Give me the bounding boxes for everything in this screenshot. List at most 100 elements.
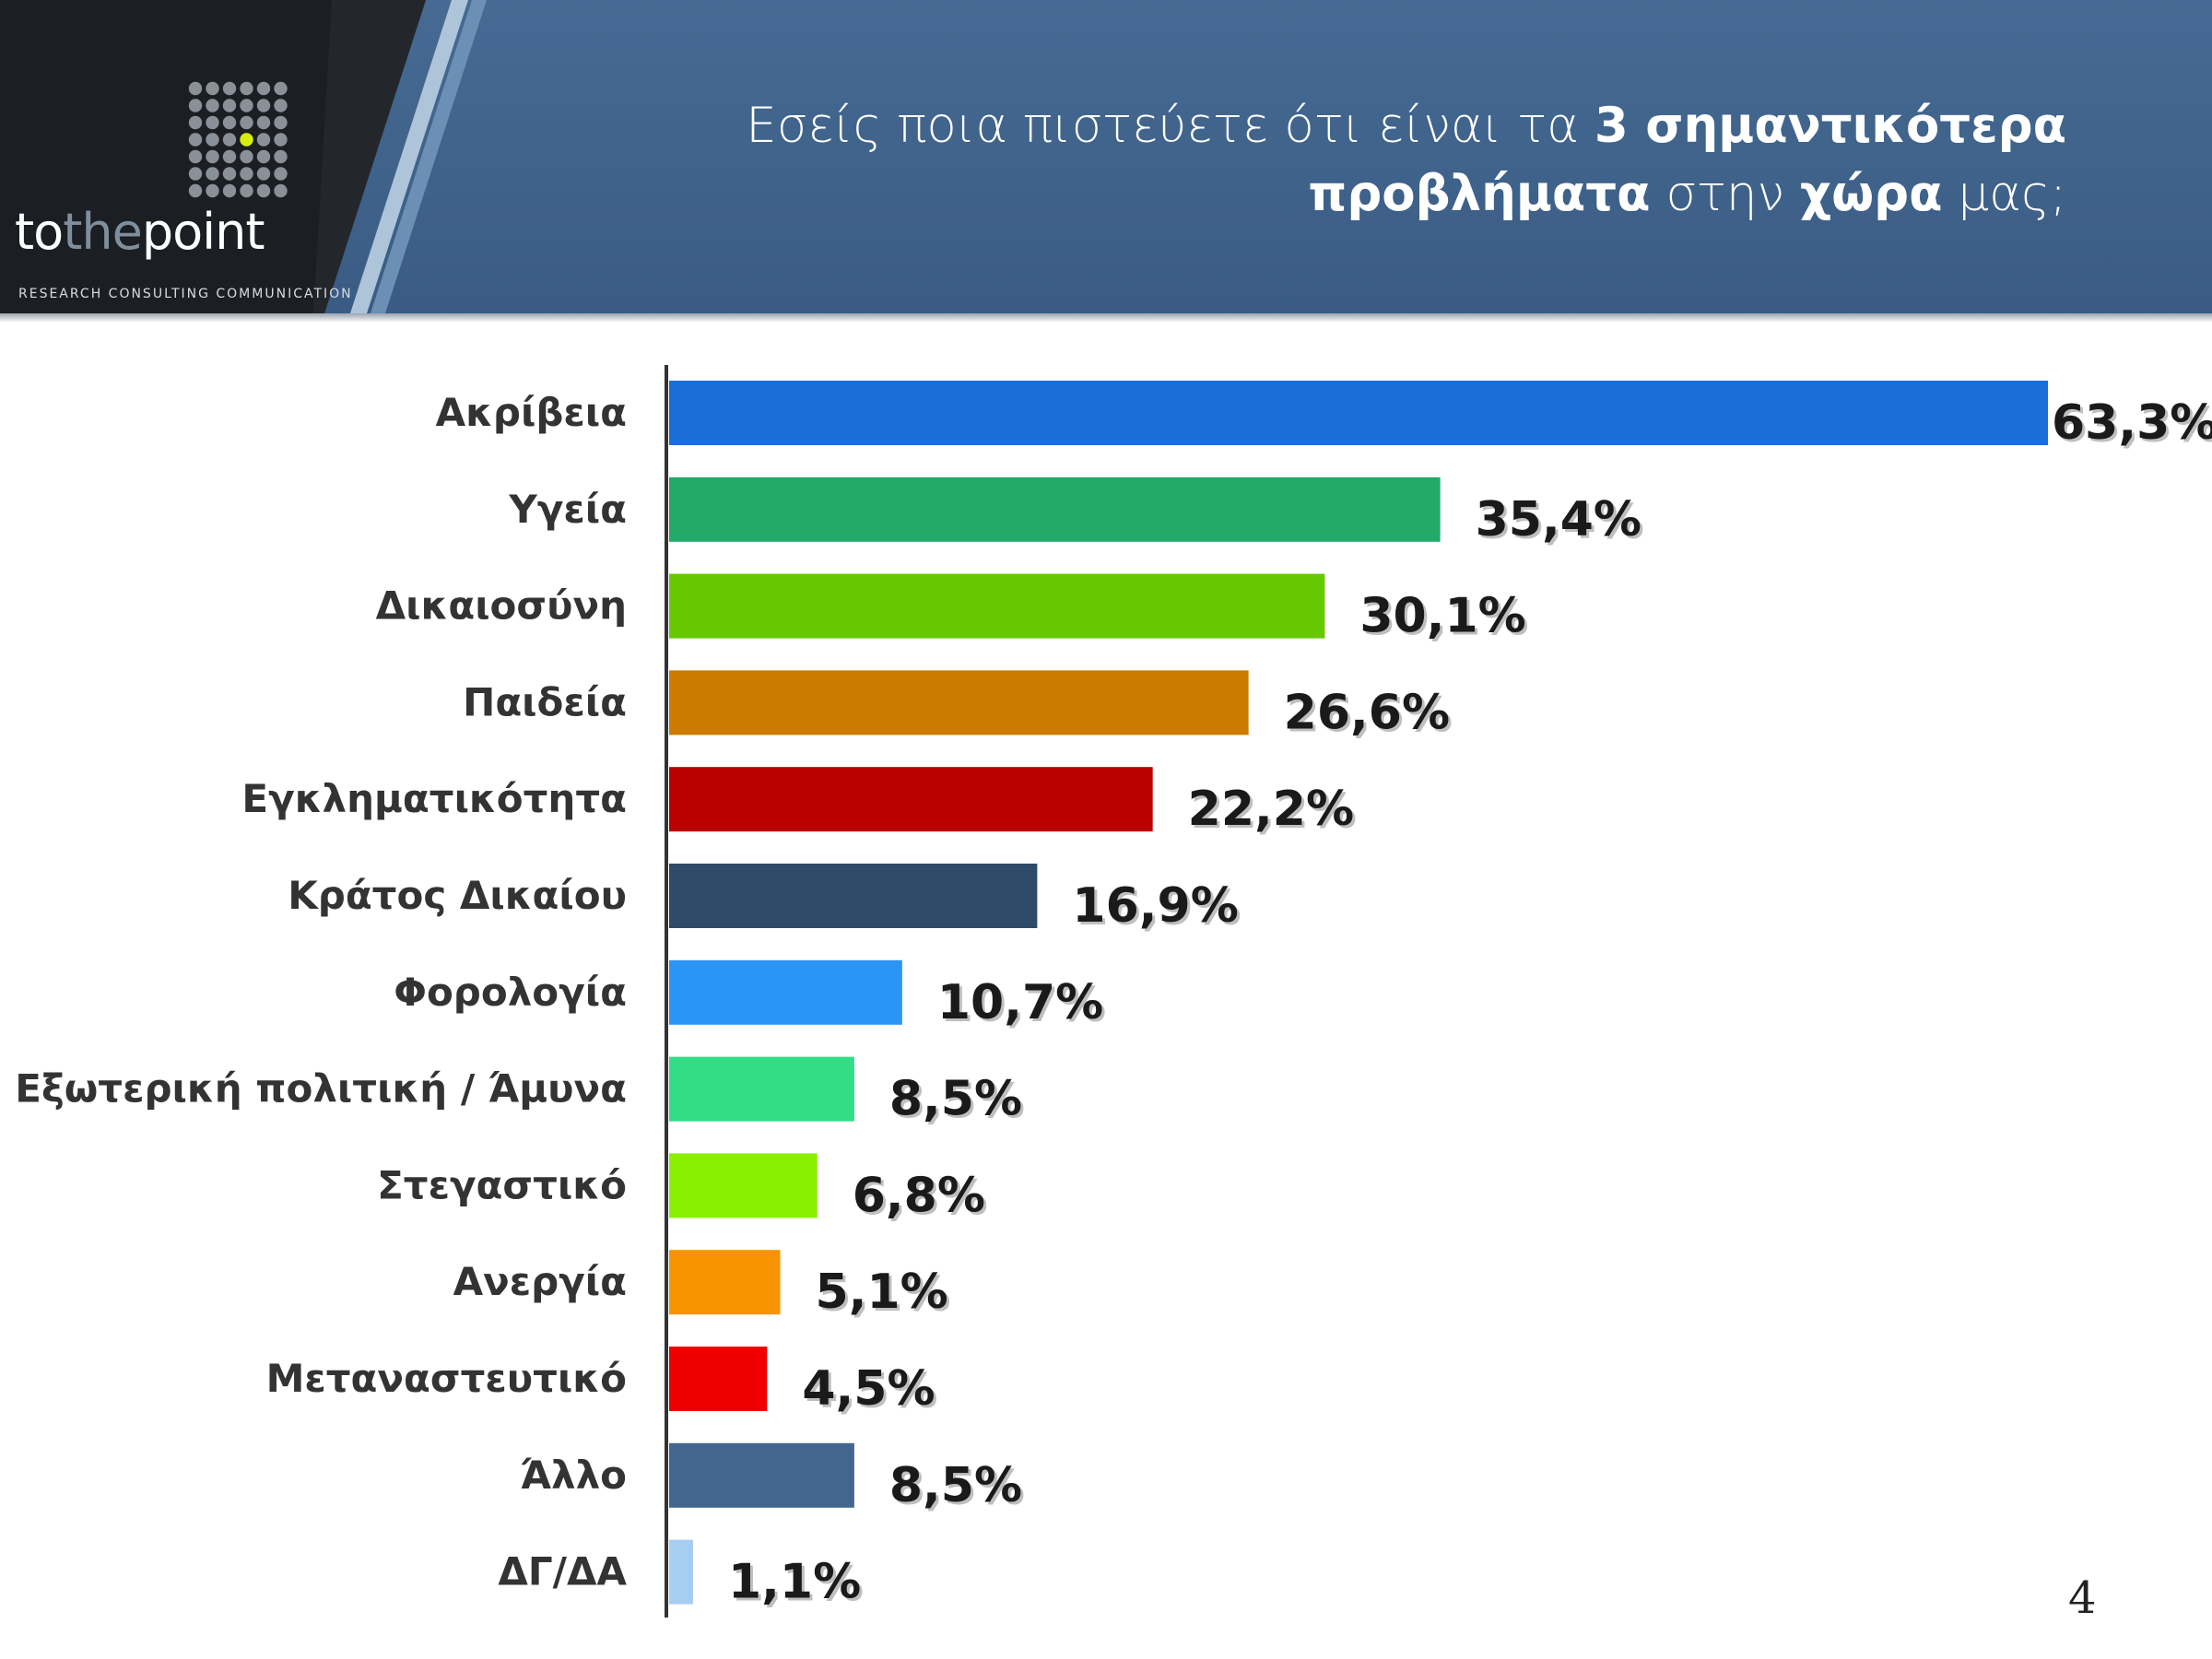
data-label-shadow: 26,6% [1287, 688, 1453, 743]
logo-dot [206, 149, 219, 164]
data-label-shadow: 6,8% [855, 1171, 988, 1226]
bar [669, 477, 1441, 542]
logo-dot [240, 115, 253, 130]
category-label: Υγεία [508, 487, 627, 532]
logo-dot [222, 81, 237, 96]
data-label: 10,7% [937, 975, 1103, 1030]
data-label-shadow: 16,9% [1075, 881, 1241, 936]
logo-dot [188, 81, 203, 96]
logo-dot [274, 81, 288, 96]
logo-dot [256, 99, 271, 112]
logo-dot [222, 149, 237, 164]
data-label: 63,3% [2052, 395, 2212, 451]
logo-dot [256, 183, 271, 198]
diagonal-stripe [350, 0, 468, 313]
data-label-shadow: 35,4% [1478, 495, 1644, 550]
category-label: Στεγαστικό [377, 1162, 627, 1207]
logo-tagline: RESEARCH CONSULTING COMMUNICATION [18, 287, 353, 301]
logo-accent-dot [240, 133, 253, 147]
logo-dot [256, 133, 271, 147]
data-label: 6,8% [853, 1168, 985, 1223]
logo-dot [188, 133, 203, 147]
logo-dot [206, 183, 219, 198]
page-title: Εσείς ποια πιστεύετε ότι είναι τα 3 σημα… [746, 98, 2066, 222]
bar [669, 381, 2048, 445]
category-label: Εξωτερική πολιτική / Άμυνα [15, 1066, 627, 1112]
data-label: 4,5% [802, 1361, 935, 1417]
logo-dot [240, 99, 253, 112]
data-label: 26,6% [1284, 685, 1450, 740]
page-number: 4 [2068, 1572, 2097, 1624]
logo-dot [206, 167, 219, 181]
category-label: Άλλο [521, 1453, 628, 1498]
header-banner: tothepoint RESEARCH CONSULTING COMMUNICA… [0, 0, 2212, 323]
category-label: Ανεργία [453, 1259, 627, 1304]
data-label: 5,1% [816, 1265, 948, 1320]
logo-dot [206, 115, 219, 130]
data-label: 35,4% [1476, 492, 1641, 547]
data-label-shadow: 5,1% [818, 1267, 951, 1323]
data-label: 8,5% [889, 1072, 1022, 1127]
data-label-shadow: 63,3% [2054, 398, 2212, 453]
band-shadow [0, 313, 2212, 323]
logo-dot [256, 167, 271, 181]
bar [669, 1056, 854, 1122]
logo-dot [240, 81, 253, 96]
category-label: Εγκληματικότητα [241, 776, 627, 821]
logo-dot [240, 167, 253, 181]
data-label-shadow: 30,1% [1362, 592, 1528, 647]
data-label: 30,1% [1359, 589, 1525, 644]
category-label: Ακρίβεια [436, 390, 627, 435]
logo-dot [222, 183, 237, 198]
category-label: Κράτος Δικαίου [288, 873, 627, 918]
logo-dot [256, 81, 271, 96]
data-label-shadow: 4,5% [805, 1364, 937, 1419]
data-label-shadow: 8,5% [892, 1461, 1025, 1516]
bar [669, 959, 902, 1025]
logo-dot [188, 167, 203, 181]
bar [669, 864, 1038, 928]
diagonal-stripe-2 [371, 0, 487, 313]
logo-dot [206, 133, 219, 147]
category-label: Φορολογία [394, 970, 627, 1015]
category-label: Παιδεία [463, 679, 627, 724]
bar [669, 573, 1325, 639]
logo-wordmark: tothepoint [15, 203, 265, 261]
logo-dot [188, 99, 203, 112]
logo-dot [256, 149, 271, 164]
logo-dot [274, 149, 288, 164]
logo-dot-grid [188, 81, 288, 198]
logo-dot [274, 115, 288, 130]
logo-dot [256, 115, 271, 130]
logo-dot [222, 99, 237, 112]
logo-dot [188, 115, 203, 130]
logo-dot [274, 133, 288, 147]
logo-dot [222, 167, 237, 181]
logo-dot [222, 115, 237, 130]
logo-dot [240, 149, 253, 164]
bar [669, 1153, 818, 1218]
data-label-shadow: 22,2% [1191, 784, 1357, 840]
bar [669, 670, 1249, 735]
logo-panel-edge [313, 0, 426, 313]
category-label: ΔΓ/ΔΑ [498, 1549, 627, 1594]
logo-dot [222, 133, 237, 147]
logo-dot [188, 149, 203, 164]
logo-dot [240, 183, 253, 198]
logo-dot [206, 99, 219, 112]
category-label: Μεταναστευτικό [266, 1356, 627, 1401]
logo-dot [274, 183, 288, 198]
bar [669, 1442, 854, 1508]
data-label-shadow: 8,5% [892, 1075, 1025, 1130]
logo-dot [206, 81, 219, 96]
bar [669, 767, 1153, 832]
logo-dot [274, 167, 288, 181]
data-label: 22,2% [1188, 782, 1354, 837]
logo-dot [274, 99, 288, 112]
bar [669, 1539, 693, 1605]
logo-dot [188, 183, 203, 198]
data-label-shadow: 10,7% [940, 978, 1106, 1033]
data-label-shadow: 1,1% [731, 1558, 864, 1613]
category-label: Δικαιοσύνη [376, 583, 627, 629]
